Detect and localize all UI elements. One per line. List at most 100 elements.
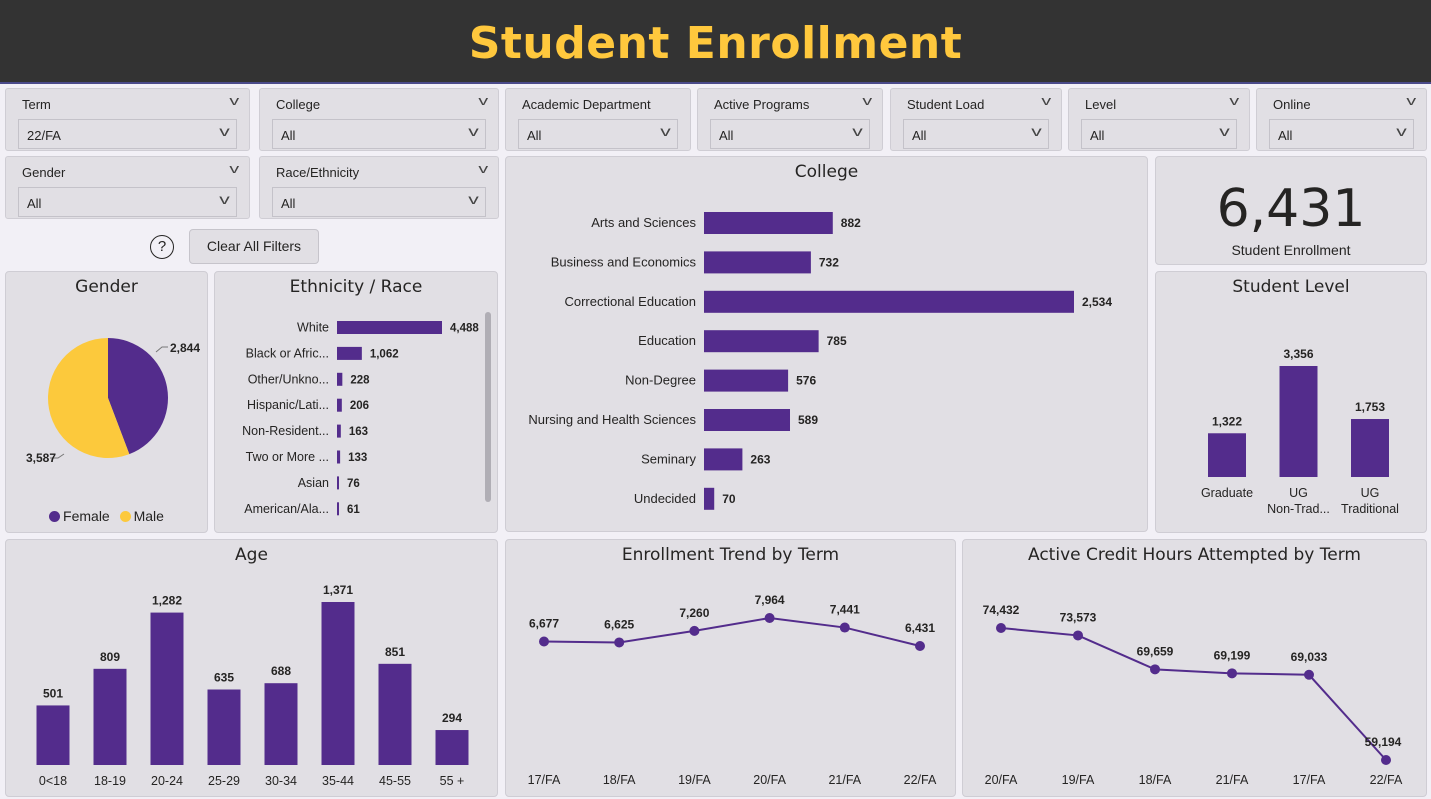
slicer-gender[interactable]: Gender v All v — [5, 156, 250, 219]
data-label: 851 — [385, 645, 405, 659]
chevron-down-icon[interactable]: v — [861, 93, 872, 108]
chevron-down-icon[interactable]: v — [1228, 93, 1239, 108]
slicer-dropdown[interactable]: All v — [1081, 119, 1237, 149]
bar — [207, 689, 241, 765]
slicer-college[interactable]: College v All v — [259, 88, 499, 151]
data-point — [1150, 664, 1160, 675]
data-label: 3,356 — [1283, 347, 1313, 361]
bar — [36, 705, 70, 765]
bar — [264, 683, 298, 765]
chart-legend: Female Male — [6, 508, 207, 524]
credit-hours-chart-panel: Active Credit Hours Attempted by Term 74… — [962, 539, 1427, 797]
bar — [704, 212, 833, 234]
kpi-label: Student Enrollment — [1231, 242, 1351, 258]
slicer-dropdown[interactable]: All v — [272, 119, 486, 149]
slicer-active-programs[interactable]: Active Programs v All v — [697, 88, 883, 151]
slicer-race-ethnicity[interactable]: Race/Ethnicity v All v — [259, 156, 499, 219]
leader-line — [155, 346, 168, 353]
category-label: UG — [1361, 486, 1380, 500]
data-label: 6,431 — [905, 621, 935, 635]
data-point — [1227, 668, 1237, 679]
slicer-dropdown[interactable]: All v — [710, 119, 870, 149]
category-label: Traditional — [1341, 502, 1399, 516]
slicer-student-load[interactable]: Student Load v All v — [890, 88, 1062, 151]
college-bar-chart: Arts and Sciences 882 Business and Economi… — [528, 212, 1112, 510]
category-label: 30-34 — [265, 774, 297, 788]
slicer-dropdown[interactable]: All v — [18, 187, 237, 217]
slicer-term[interactable]: Term v 22/FA v — [5, 88, 250, 151]
ethnicity-chart-panel: Ethnicity / Race White 4,488 Black or Afri… — [214, 271, 498, 533]
slicer-dropdown[interactable]: All v — [1269, 119, 1414, 149]
chevron-down-icon[interactable]: v — [228, 93, 239, 108]
bar — [337, 450, 341, 464]
chevron-down-icon: v — [660, 123, 671, 139]
slicer-dropdown[interactable]: 22/FA v — [18, 119, 237, 149]
chevron-down-icon: v — [468, 123, 479, 139]
gender-chart-panel: Gender 2,844 3,587 Female Male — [5, 271, 208, 533]
legend-label: Female — [63, 508, 110, 524]
age-chart-panel: Age 501 0<18 809 18-19 1,282 20-24 635 25-29 688… — [5, 539, 498, 797]
bar — [704, 409, 791, 431]
ethnicity-bar-chart: White 4,488 Black or Afric... 1,062 Other/Un… — [242, 321, 479, 516]
chevron-down-icon[interactable]: v — [477, 161, 488, 176]
category-label: 0<18 — [39, 774, 67, 788]
slicer-value: All — [281, 196, 296, 211]
x-tick-label: 18/FA — [603, 773, 636, 787]
slicer-value: All — [912, 128, 927, 143]
help-icon[interactable]: ? — [150, 235, 174, 259]
data-label: 1,062 — [370, 348, 399, 360]
bar — [378, 663, 412, 765]
chevron-down-icon[interactable]: v — [477, 93, 488, 108]
category-label: Undecided — [634, 491, 696, 506]
chevron-down-icon[interactable]: v — [228, 161, 239, 176]
data-label: 133 — [348, 452, 367, 464]
slicer-label: Gender — [22, 165, 66, 180]
chevron-down-icon[interactable]: v — [1040, 93, 1051, 108]
category-label: Nursing and Health Sciences — [528, 412, 696, 427]
category-label: 45-55 — [379, 774, 411, 788]
college-chart-panel: College Arts and Sciences 882 Business and… — [505, 156, 1148, 532]
chevron-down-icon: v — [1219, 123, 1230, 139]
data-label: 882 — [841, 216, 861, 230]
clear-all-filters-button[interactable]: Clear All Filters — [189, 229, 319, 264]
data-point — [1381, 755, 1391, 765]
legend-swatch-male — [119, 511, 131, 522]
data-point — [996, 623, 1006, 633]
leader-line — [50, 453, 65, 459]
category-label: Hispanic/Lati... — [247, 398, 329, 412]
slicer-level[interactable]: Level v All v — [1068, 88, 1250, 151]
chevron-down-icon: v — [468, 191, 479, 207]
data-point — [1304, 669, 1314, 680]
slicer-dropdown[interactable]: All v — [903, 119, 1049, 149]
slicer-dropdown[interactable]: All v — [272, 187, 486, 217]
x-tick-label: 18/FA — [1139, 773, 1172, 787]
x-tick-label: 22/FA — [1370, 773, 1403, 787]
data-label: 809 — [100, 650, 120, 664]
chevron-down-icon[interactable]: v — [1405, 93, 1416, 108]
data-label: 501 — [43, 686, 63, 700]
slicer-online[interactable]: Online v All v — [1256, 88, 1427, 151]
data-point — [764, 613, 775, 623]
bar — [704, 369, 789, 392]
data-label: 61 — [347, 504, 360, 516]
vertical-scrollbar[interactable] — [485, 312, 491, 502]
slicer-value: All — [527, 128, 542, 143]
bar — [435, 730, 469, 765]
bar — [1279, 366, 1318, 477]
slicer-dropdown[interactable]: All v — [518, 119, 678, 149]
chart-title: Student Level — [1232, 277, 1350, 297]
slicer-academic-department[interactable]: Academic Department All v — [505, 88, 691, 151]
category-label: Other/Unkno... — [248, 372, 329, 386]
slicer-label: Academic Department — [522, 97, 651, 112]
data-label: 206 — [350, 400, 369, 412]
category-label: Correctional Education — [564, 294, 696, 309]
chart-title: Ethnicity / Race — [289, 277, 423, 297]
category-label: Non-Resident... — [242, 424, 329, 438]
x-tick-label: 22/FA — [904, 773, 937, 787]
bar — [704, 251, 811, 274]
slicer-value: All — [719, 128, 734, 143]
kpi-card: 6,431 Student Enrollment — [1155, 156, 1427, 265]
x-tick-label: 21/FA — [828, 773, 861, 787]
data-point — [1073, 630, 1083, 641]
bar — [150, 612, 184, 765]
